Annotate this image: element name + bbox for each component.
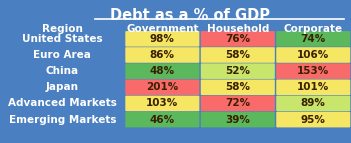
Text: 86%: 86%	[150, 50, 175, 60]
FancyBboxPatch shape	[125, 112, 199, 127]
Text: 74%: 74%	[301, 34, 326, 44]
Text: 58%: 58%	[225, 82, 250, 92]
Text: Household: Household	[207, 24, 269, 34]
Text: 103%: 103%	[146, 99, 178, 108]
Text: United States: United States	[22, 34, 102, 44]
Text: 89%: 89%	[301, 99, 326, 108]
Text: 201%: 201%	[146, 82, 178, 92]
Text: 98%: 98%	[150, 34, 175, 44]
FancyBboxPatch shape	[125, 80, 199, 95]
FancyBboxPatch shape	[201, 80, 275, 95]
FancyBboxPatch shape	[276, 31, 350, 47]
Text: China: China	[46, 66, 79, 76]
Text: 72%: 72%	[225, 99, 250, 108]
FancyBboxPatch shape	[201, 47, 275, 63]
Text: Emerging Markets: Emerging Markets	[8, 115, 116, 125]
Text: Euro Area: Euro Area	[33, 50, 91, 60]
FancyBboxPatch shape	[276, 96, 350, 111]
FancyBboxPatch shape	[201, 96, 275, 111]
Text: 101%: 101%	[297, 82, 329, 92]
Text: 95%: 95%	[301, 115, 326, 125]
Text: 76%: 76%	[225, 34, 250, 44]
FancyBboxPatch shape	[276, 112, 350, 127]
FancyBboxPatch shape	[125, 63, 199, 79]
FancyBboxPatch shape	[276, 63, 350, 79]
Text: Corporate: Corporate	[284, 24, 343, 34]
FancyBboxPatch shape	[125, 31, 199, 47]
Text: 58%: 58%	[225, 50, 250, 60]
Text: 46%: 46%	[150, 115, 175, 125]
FancyBboxPatch shape	[201, 31, 275, 47]
Text: Advanced Markets: Advanced Markets	[8, 99, 117, 108]
Text: 153%: 153%	[297, 66, 329, 76]
Text: Region: Region	[42, 24, 83, 34]
Text: 48%: 48%	[150, 66, 175, 76]
FancyBboxPatch shape	[201, 63, 275, 79]
FancyBboxPatch shape	[201, 112, 275, 127]
Text: 106%: 106%	[297, 50, 329, 60]
FancyBboxPatch shape	[125, 96, 199, 111]
Text: Debt as a % of GDP: Debt as a % of GDP	[110, 8, 270, 23]
FancyBboxPatch shape	[276, 80, 350, 95]
Text: Japan: Japan	[46, 82, 79, 92]
FancyBboxPatch shape	[276, 47, 350, 63]
Text: 39%: 39%	[225, 115, 250, 125]
Text: Government: Government	[126, 24, 199, 34]
FancyBboxPatch shape	[125, 47, 199, 63]
Text: 52%: 52%	[225, 66, 250, 76]
